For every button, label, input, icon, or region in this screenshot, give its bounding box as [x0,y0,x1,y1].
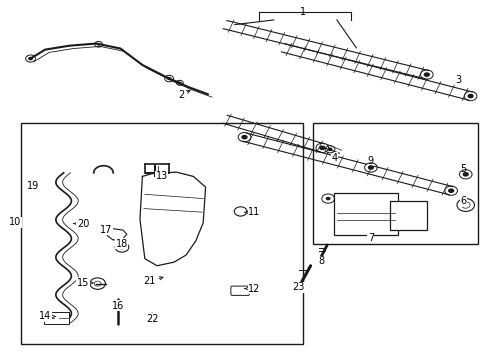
Text: 7: 7 [367,233,373,243]
Text: 16: 16 [112,301,124,311]
Text: 10: 10 [9,217,21,227]
Text: 1: 1 [299,7,305,17]
Circle shape [28,57,33,60]
Text: 20: 20 [74,219,89,229]
Circle shape [447,188,453,193]
Circle shape [325,197,330,201]
Circle shape [462,172,468,177]
Bar [44,312,69,324]
Text: 2: 2 [178,90,190,100]
Text: 15: 15 [77,278,93,288]
FancyBboxPatch shape [230,286,249,296]
Circle shape [327,148,332,151]
Bar [389,202,426,230]
Text: 6: 6 [459,197,466,206]
Circle shape [178,82,181,84]
Circle shape [319,145,325,150]
Bar [21,123,302,344]
Text: 4: 4 [331,153,337,163]
Text: 12: 12 [244,284,260,294]
Text: 13: 13 [155,171,167,181]
Circle shape [423,72,429,77]
Circle shape [467,94,473,98]
Circle shape [119,245,124,249]
Text: 11: 11 [244,207,260,217]
Text: 18: 18 [116,239,128,249]
Text: 22: 22 [145,313,158,324]
Text: 17: 17 [100,225,112,235]
Bar [334,193,397,235]
Text: 9: 9 [367,156,373,166]
Text: 19: 19 [27,181,39,192]
Text: 8: 8 [318,256,324,266]
Text: 5: 5 [459,164,466,174]
Text: 14: 14 [39,311,55,321]
Circle shape [367,165,373,170]
Text: 23: 23 [291,282,304,292]
Bar [312,123,477,244]
Circle shape [166,77,171,80]
Text: 3: 3 [454,75,461,85]
Text: 21: 21 [143,276,163,286]
Circle shape [241,135,247,139]
Circle shape [97,43,101,46]
